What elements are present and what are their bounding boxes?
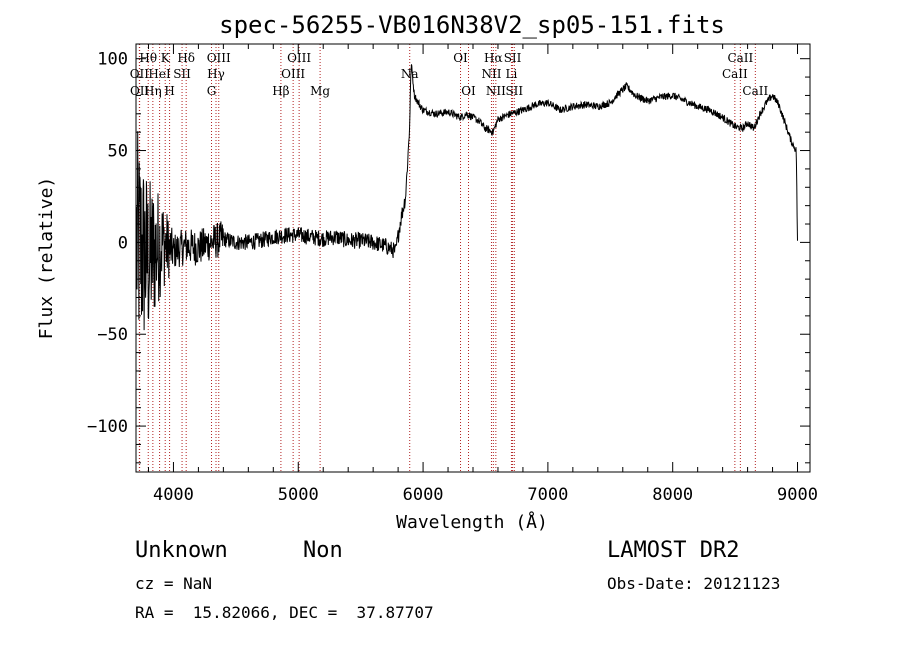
line-marker-label: K xyxy=(161,51,171,65)
line-marker-label: NII xyxy=(481,67,501,81)
x-tick-label: 6000 xyxy=(403,485,444,505)
line-marker-label: Na xyxy=(401,67,419,81)
line-marker-label: Hα xyxy=(484,51,503,65)
line-marker-label: Mg xyxy=(310,84,330,98)
line-marker-label: CaII xyxy=(722,67,748,81)
line-marker-label: Hβ xyxy=(272,84,289,98)
obs-date-text: Obs-Date: 20121123 xyxy=(607,574,781,593)
coordinates-text: RA = 15.82066, DEC = 37.87707 xyxy=(135,603,434,622)
object-subclass: Non xyxy=(303,538,343,563)
line-marker-label: HeI xyxy=(148,67,171,81)
line-marker-label: OIII xyxy=(207,51,231,65)
y-tick-label: 0 xyxy=(118,233,128,253)
redshift-text: cz = NaN xyxy=(135,574,213,593)
line-marker-label: OI xyxy=(453,51,468,65)
x-tick-label: 4000 xyxy=(153,485,194,505)
line-marker-label: OI xyxy=(461,84,476,98)
line-marker-label: Hδ xyxy=(177,51,195,65)
survey-name: LAMOST DR2 xyxy=(607,538,740,563)
line-marker-label: SII xyxy=(505,84,523,98)
line-marker-group xyxy=(138,44,756,472)
line-marker-label: SII xyxy=(173,67,191,81)
line-marker-label: OII xyxy=(130,84,150,98)
line-marker-label: CaII xyxy=(742,84,768,98)
line-marker-label: Hθ xyxy=(139,51,157,65)
y-tick-label: 50 xyxy=(108,142,128,162)
line-marker-label: CaII xyxy=(727,51,753,65)
y-axis-label: Flux (relative) xyxy=(36,177,57,340)
line-marker-label: Li xyxy=(506,67,518,81)
x-tick-label: 8000 xyxy=(652,485,693,505)
y-tick-label: 100 xyxy=(97,50,128,70)
line-marker-label: Hη xyxy=(144,84,162,98)
y-tick-label: −100 xyxy=(87,417,128,437)
axis-tick-labels: 4000 5000 6000 7000 8000 9000 −100 −50 0 50 100 xyxy=(87,50,818,505)
line-marker-label: OIII xyxy=(281,67,305,81)
x-tick-label: 5000 xyxy=(278,485,319,505)
line-marker-label: OIII xyxy=(287,51,311,65)
x-tick-label: 7000 xyxy=(527,485,568,505)
line-marker-label: G xyxy=(207,84,217,98)
x-tick-label: 9000 xyxy=(777,485,818,505)
line-marker-label: NII xyxy=(486,84,506,98)
line-marker-label: Hγ xyxy=(207,67,225,81)
x-axis-label: Wavelength (Å) xyxy=(396,511,548,533)
spectrum-line xyxy=(136,64,798,331)
y-tick-label: −50 xyxy=(97,325,128,345)
object-class: Unknown xyxy=(135,538,228,563)
line-marker-label: OII xyxy=(130,67,150,81)
line-marker-label: SII xyxy=(504,51,522,65)
axis-ticks xyxy=(136,44,810,472)
chart-title: spec-56255-VB016N38V2_sp05-151.fits xyxy=(219,11,725,39)
line-marker-label: H xyxy=(164,84,174,98)
